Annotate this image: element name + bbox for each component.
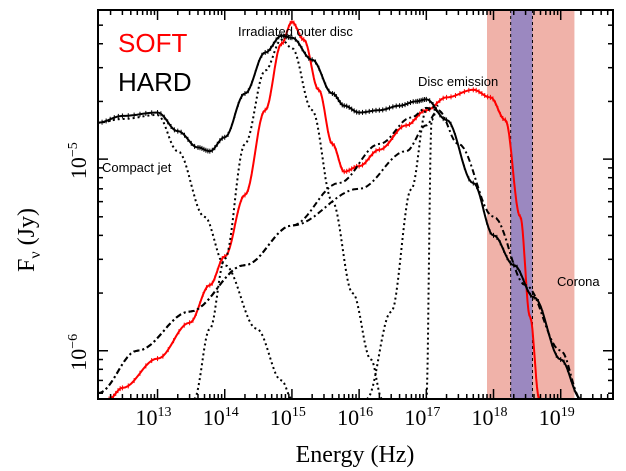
x-tick-label-1: 1014: [203, 405, 239, 430]
series-line-2: [98, 114, 293, 399]
y-axis-title-main: F: [14, 259, 40, 272]
series-line-5: [98, 111, 437, 395]
tick-labels-layer: 1013 1014 1015 1016 1017 1018 1019 10−5 10−6: [66, 142, 575, 430]
bands-layer: [487, 10, 575, 399]
x-tick-label-3: 1016: [337, 405, 373, 430]
y-axis-title: Fν (Jy): [14, 208, 44, 272]
annotation-corona: Corona: [557, 274, 600, 289]
x-tick-label-5: 1018: [472, 405, 508, 430]
y-tick-label-1: 10−6: [66, 334, 91, 371]
y-tick-label-0: 10−5: [66, 142, 91, 179]
legend-hard: HARD: [118, 67, 192, 97]
y-axis-title-unit: (Jy): [14, 208, 40, 251]
x-tick-label-0: 1013: [136, 405, 172, 430]
band-1: [510, 10, 533, 399]
curves-layer: [98, 19, 582, 399]
x-tick-label-4: 1017: [404, 405, 440, 430]
annotation-disc: Disc emission: [418, 74, 498, 89]
x-axis-title: Energy (Hz): [296, 442, 415, 468]
series-line-3: [193, 38, 383, 399]
x-tick-label-6: 1019: [539, 405, 575, 430]
legend-soft: SOFT: [118, 28, 187, 58]
ticks-layer: [98, 10, 614, 399]
x-tick-label-2: 1015: [270, 405, 306, 430]
annotation-irradiated: Irradiated outer disc: [238, 24, 353, 39]
annotation-jet: Compact jet: [102, 160, 172, 175]
y-axis-title-sub: ν: [27, 251, 44, 258]
